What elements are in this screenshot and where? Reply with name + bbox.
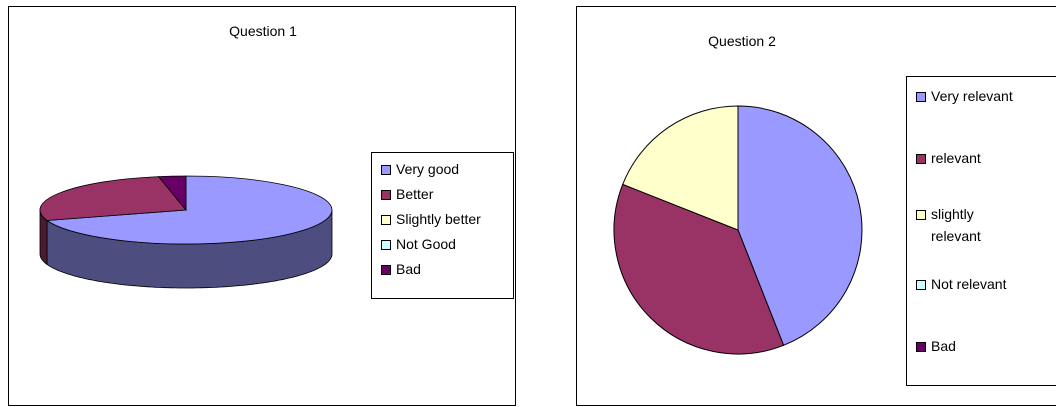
chart-legend: Very relevant relevant slightly relevant…: [906, 76, 1056, 386]
pie-slice-relevant: [613, 183, 785, 355]
legend-label: Very relevant: [931, 88, 1013, 104]
legend-label: slightly relevant: [931, 206, 981, 244]
legend-item: Slightly better: [372, 211, 513, 234]
legend-item: Bad: [907, 335, 1056, 357]
legend-item: Not Good: [372, 236, 513, 259]
legend-swatch: [916, 342, 926, 352]
legend-swatch: [381, 265, 391, 275]
legend-label: Not relevant: [931, 276, 1007, 292]
legend-item: relevant: [907, 147, 1056, 169]
chart-title: Question 1: [229, 23, 297, 39]
legend-item: Bad: [372, 261, 513, 284]
legend-label: Bad: [931, 338, 956, 354]
pie-slice-slightly-relevant: [622, 105, 739, 231]
pie-plot: [613, 105, 863, 355]
pie-slice-bad: [157, 175, 187, 212]
legend-label: Bad: [396, 261, 421, 277]
legend-label: Slightly better: [396, 211, 481, 227]
legend-swatch: [916, 280, 926, 290]
legend-swatch: [381, 215, 391, 225]
legend-swatch: [916, 210, 926, 220]
chart-question-2: Question 2 Very relevant relevant slight…: [576, 6, 1056, 406]
legend-swatch: [381, 165, 391, 175]
legend-label: relevant: [931, 150, 981, 166]
legend-label: Not Good: [396, 236, 456, 252]
legend-item: Not relevant: [907, 273, 1056, 295]
legend-swatch: [381, 240, 391, 250]
legend-label: Better: [396, 186, 434, 202]
legend-item: slightly relevant: [907, 203, 1026, 247]
legend-item: Very good: [372, 161, 513, 184]
chart-question-1: Question 1 Very good Better Slightly bet…: [8, 6, 516, 406]
pie-plot-3d: [39, 175, 333, 289]
chart-title: Question 2: [708, 33, 776, 49]
legend-item: Very relevant: [907, 85, 1056, 107]
pie-slice-very-good: [45, 175, 333, 245]
legend-item: Better: [372, 186, 513, 209]
chart-legend: Very good Better Slightly better Not Goo…: [371, 152, 514, 299]
legend-label: Very good: [396, 161, 460, 177]
legend-swatch: [916, 92, 926, 102]
pie-slice-very-relevant: [737, 105, 863, 346]
pie-slice-better: [39, 176, 187, 221]
legend-swatch: [916, 154, 926, 164]
legend-swatch: [381, 190, 391, 200]
